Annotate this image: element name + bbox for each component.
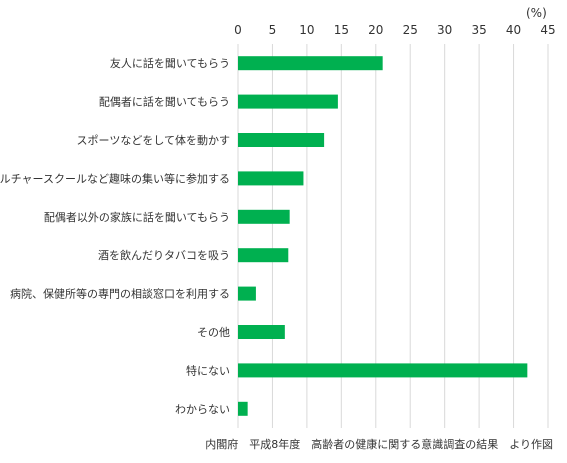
- category-label: 酒を飲んだりタバコを吸う: [98, 248, 230, 262]
- x-tick-labels: 0 5 10 15 20 25 30 35 40 45: [234, 23, 555, 37]
- category-label: 配偶者以外の家族に話を聞いてもらう: [44, 210, 230, 224]
- bar: [238, 94, 338, 109]
- bar: [238, 401, 248, 416]
- bar: [238, 286, 256, 301]
- bar: [238, 248, 289, 263]
- x-tick-label: 20: [368, 23, 383, 37]
- bar: [238, 325, 285, 339]
- source-note: 内閣府 平成8年度 高齢者の健康に関する意識調査の結果 より作図: [205, 438, 553, 451]
- category-label: その他: [197, 326, 230, 339]
- category-label: スポーツなどをして体を動かす: [77, 133, 230, 147]
- bar: [238, 171, 304, 186]
- x-tick-label: 45: [540, 23, 555, 37]
- category-label: 配偶者に話を聞いてもらう: [99, 95, 230, 109]
- x-tick-label: 5: [269, 23, 277, 37]
- bars: [238, 56, 528, 416]
- bar: [238, 133, 325, 147]
- x-tick-label: 10: [299, 23, 314, 37]
- x-tick-label: 0: [234, 23, 242, 37]
- x-tick-label: 30: [437, 23, 452, 37]
- category-label: 病院、保健所等の専門の相談窓口を利用する: [10, 287, 230, 301]
- unit-label: (%): [526, 6, 547, 20]
- category-label: わからない: [175, 403, 230, 416]
- category-label: 友人に話を聞いてもらう: [110, 56, 230, 70]
- bar: [238, 363, 528, 378]
- x-tick-label: 40: [506, 23, 521, 37]
- category-labels: 友人に話を聞いてもらう配偶者に話を聞いてもらうスポーツなどをして体を動かすカルチ…: [0, 56, 230, 416]
- category-label: カルチャースクールなど趣味の集い等に参加する: [0, 171, 230, 185]
- bar: [238, 209, 290, 224]
- category-label: 特にない: [186, 363, 230, 377]
- x-tick-label: 35: [471, 23, 486, 37]
- x-tick-label: 25: [403, 23, 418, 37]
- bar: [238, 56, 383, 71]
- x-tick-label: 15: [334, 23, 349, 37]
